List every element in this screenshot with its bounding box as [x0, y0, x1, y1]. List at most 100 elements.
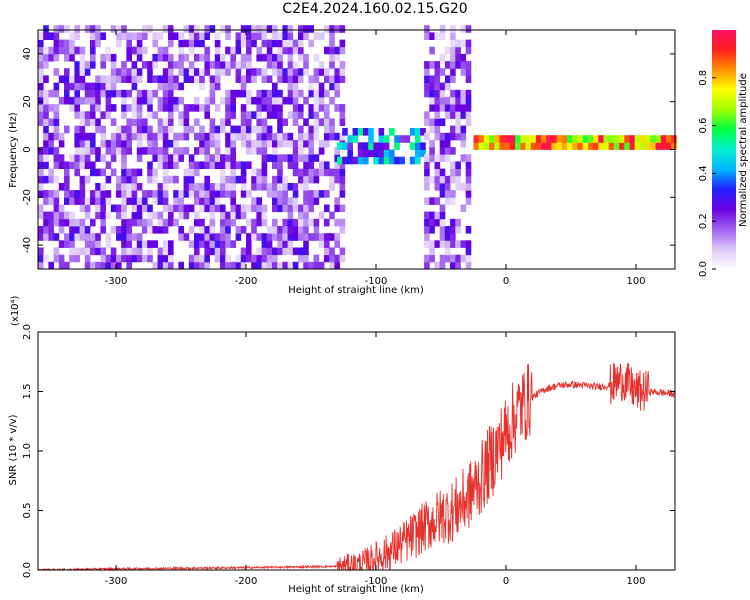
spectrogram-cell: [261, 139, 268, 148]
spectrogram-cell: [460, 39, 467, 48]
spectrogram-cell: [84, 25, 91, 33]
spectrogram-cell: [629, 142, 636, 150]
spectrogram-cell: [183, 25, 190, 33]
spectrogram-cell: [272, 247, 278, 256]
spectrogram-cell: [100, 183, 106, 191]
spectrogram-cell: [79, 183, 86, 191]
spectrogram-cell: [38, 261, 44, 270]
spectrogram-cell: [53, 46, 60, 55]
spectrogram-cell: [110, 247, 117, 256]
spectrogram-cell: [308, 75, 314, 83]
spectrogram-cell: [183, 190, 190, 198]
spectrogram-cell: [450, 53, 456, 62]
spectrogram-cell: [48, 139, 54, 148]
spectrogram-cell: [460, 89, 467, 98]
spectrogram-cell: [582, 135, 589, 143]
spectrogram-cell: [444, 46, 451, 55]
spectrogram-cell: [450, 132, 456, 141]
spectrogram-cell: [100, 204, 106, 213]
spectrogram-cell: [173, 32, 179, 40]
spectrogram-cell: [645, 142, 651, 150]
spectrogram-cell: [53, 197, 60, 205]
spectrogram-cell: [183, 175, 190, 184]
spectrogram-cell: [121, 240, 127, 248]
spectrogram-cell: [303, 168, 309, 177]
spectrogram-cell: [152, 75, 158, 83]
spectrogram-y-axis-label: Frequency (Hz): [8, 112, 19, 188]
spectrogram-cell: [84, 254, 91, 263]
spectrogram-cell: [188, 46, 195, 55]
spectrogram-cell: [434, 89, 441, 98]
spectrogram-cell: [69, 254, 75, 263]
spectrogram-cell: [329, 39, 335, 48]
spectrogram-cell: [58, 132, 65, 141]
spectrogram-cell: [121, 139, 127, 148]
spectrogram-cell: [105, 96, 112, 105]
spectrogram-cell: [64, 183, 70, 191]
spectrogram-cell: [214, 233, 221, 241]
spectrogram-cell: [84, 154, 91, 162]
spectrogram-cell: [178, 132, 184, 141]
spectrogram-cell: [74, 46, 80, 55]
spectrogram-cell: [105, 197, 112, 205]
spectrogram-cell: [460, 96, 467, 105]
spectrogram-cell: [100, 261, 106, 270]
spectrogram-cell: [183, 204, 190, 213]
spectrogram-cell: [225, 147, 231, 155]
spectrogram-cell: [199, 204, 205, 213]
spectrogram-cell: [152, 226, 158, 234]
spectrogram-cell: [147, 25, 153, 33]
spectrogram-cell: [90, 46, 96, 55]
spectrogram-cell: [136, 211, 143, 220]
spectrogram-cell: [415, 156, 421, 165]
spectrogram-cell: [240, 75, 247, 83]
colorbar-swatch: [712, 30, 736, 269]
spectrogram-cell: [424, 197, 430, 205]
spectrogram-cell: [188, 68, 195, 76]
spectrogram-cell: [287, 204, 294, 213]
spectrogram-cell: [303, 197, 309, 205]
spectrogram-cell: [246, 118, 252, 126]
spectrogram-cell: [90, 53, 96, 62]
spectrogram-cell: [434, 211, 441, 220]
spectrogram-cell: [429, 175, 435, 184]
spectrogram-cell: [84, 89, 91, 98]
snr-y-multiplier: (x10⁴): [10, 295, 21, 326]
spectrogram-cell: [84, 197, 91, 205]
spectrogram-cell: [168, 25, 174, 33]
spectrogram-cell: [152, 197, 158, 205]
spectrogram-cell: [450, 32, 456, 40]
spectrogram-cell: [188, 240, 195, 248]
spectrogram-cell: [131, 111, 138, 119]
spectrogram-cell: [266, 233, 273, 241]
spectrogram-cell: [110, 75, 117, 83]
spectrogram-cell: [168, 154, 174, 162]
spectrogram-cell: [334, 147, 340, 155]
spectrogram-cell: [624, 135, 630, 143]
spectrogram-cell: [43, 75, 49, 83]
spectrogram-cell: [251, 68, 257, 76]
spectrogram-cell: [58, 46, 65, 55]
y-tick-label: 40: [22, 48, 33, 61]
spectrogram-cell: [183, 53, 190, 62]
spectrogram-cell: [53, 204, 60, 213]
spectrogram-cell: [84, 261, 91, 270]
spectrogram-cell: [220, 25, 226, 33]
spectrogram-cell: [342, 142, 348, 150]
spectrogram-cell: [53, 89, 60, 98]
spectrogram-cell: [439, 68, 446, 76]
spectrogram-cell: [90, 118, 96, 126]
spectrogram-cell: [188, 154, 195, 162]
spectrogram-cell: [261, 147, 268, 155]
spectrogram-cell: [434, 261, 441, 270]
spectrogram-cell: [214, 240, 221, 248]
spectrogram-cell: [240, 118, 247, 126]
spectrogram-cell: [282, 183, 288, 191]
spectrogram-cell: [277, 132, 283, 141]
spectrogram-cell: [194, 168, 200, 177]
spectrogram-cell: [69, 233, 75, 241]
spectrogram-cell: [214, 254, 221, 263]
y-tick-label: 2.0: [22, 324, 33, 340]
spectrogram-cell: [69, 96, 75, 105]
spectrogram-cell: [450, 233, 456, 241]
